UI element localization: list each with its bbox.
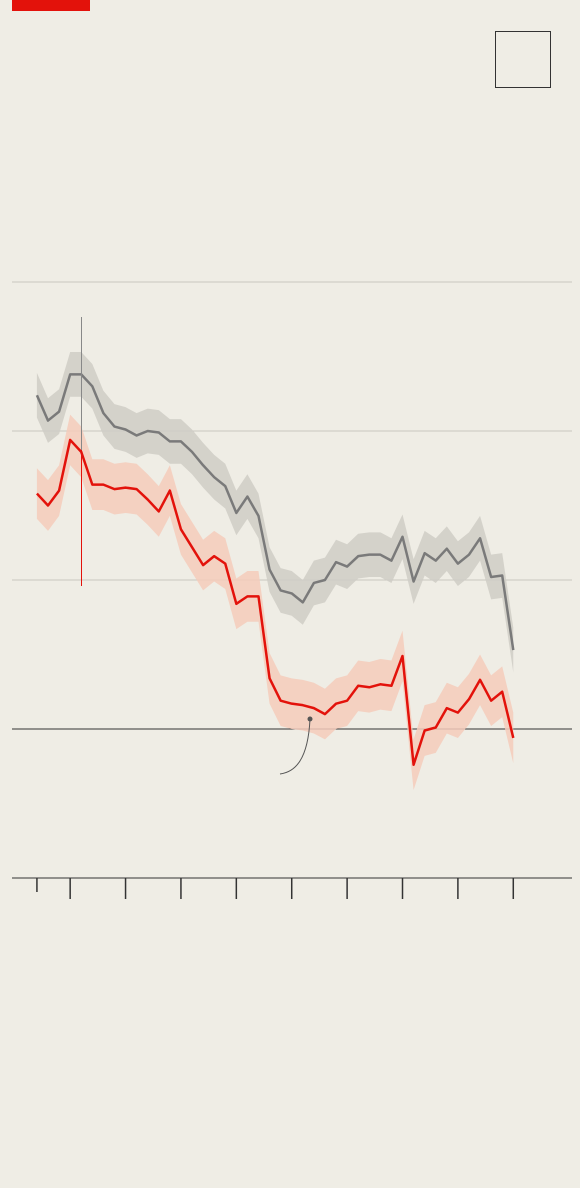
- callout-line: [279, 718, 311, 775]
- series-line: [36, 438, 515, 767]
- confidence-band: [36, 352, 514, 673]
- brand-tag: [12, 0, 90, 11]
- callout-dot: [307, 716, 313, 722]
- plot-area: [12, 281, 572, 899]
- series-line: [35, 373, 515, 651]
- legend-box: [495, 31, 551, 88]
